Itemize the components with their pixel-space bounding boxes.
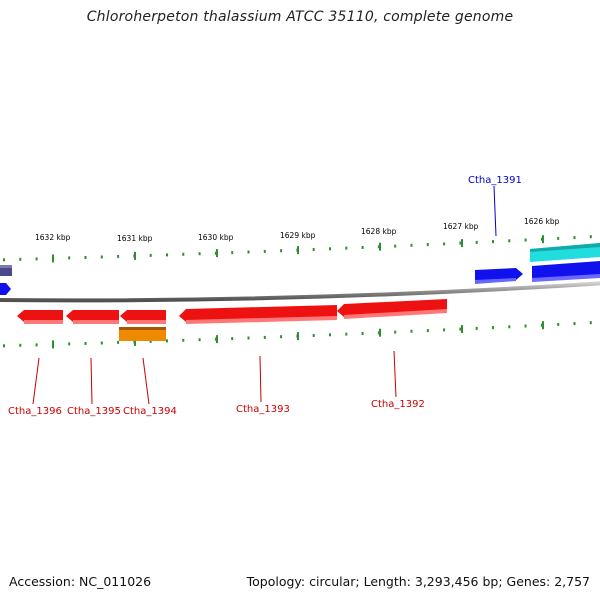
gene-labels: Ctha_1391 Ctha_1392 Ctha_1393 Ctha_1394 … xyxy=(8,175,522,417)
reverse-strand-genes xyxy=(17,299,447,341)
gene-ctha-1395[interactable] xyxy=(66,310,119,322)
connector-ctha-1391 xyxy=(493,185,497,237)
connector-ctha-1393 xyxy=(259,355,262,403)
label-ctha-1394[interactable]: Ctha_1394 xyxy=(123,406,177,417)
scale-label-1632: 1632 kbp xyxy=(35,233,71,242)
scale-label-1626: 1626 kbp xyxy=(524,217,560,226)
gene-ctha-1394[interactable] xyxy=(120,310,166,322)
gene-slate-left[interactable] xyxy=(0,265,12,276)
connector-ctha-1392 xyxy=(393,350,397,398)
gene-cyan-right-top xyxy=(530,243,600,252)
label-ctha-1391[interactable]: Ctha_1391 xyxy=(468,175,522,186)
gene-orange[interactable] xyxy=(119,327,166,341)
label-ctha-1396[interactable]: Ctha_1396 xyxy=(8,406,62,417)
genome-title: Chloroherpeton thalassium ATCC 35110, co… xyxy=(86,9,514,25)
scale-label-1628: 1628 kbp xyxy=(361,227,397,236)
genome-backbone xyxy=(0,281,600,303)
inner-tick-track xyxy=(3,321,592,349)
scale-labels: 1632 kbp 1631 kbp 1630 kbp 1629 kbp 1628… xyxy=(35,217,560,243)
gene-ctha-1394-edge xyxy=(127,320,166,324)
label-ctha-1395[interactable]: Ctha_1395 xyxy=(67,406,121,417)
gene-orange-top xyxy=(119,327,166,330)
gene-blue-right-edge xyxy=(532,274,600,282)
gene-blue-left[interactable] xyxy=(0,283,11,295)
scale-label-1627: 1627 kbp xyxy=(443,222,479,231)
connector-ctha-1396 xyxy=(32,357,40,405)
scale-label-1630: 1630 kbp xyxy=(198,233,234,242)
gene-ctha-1396[interactable] xyxy=(17,310,63,322)
accession-text: Accession: NC_011026 xyxy=(9,574,152,589)
connector-ctha-1394 xyxy=(142,357,150,405)
scale-label-1631: 1631 kbp xyxy=(117,234,153,243)
gene-ctha-1391-edge xyxy=(475,278,516,284)
gene-ctha-1395-edge xyxy=(73,320,119,324)
scale-label-1629: 1629 kbp xyxy=(280,231,316,240)
label-ctha-1393[interactable]: Ctha_1393 xyxy=(236,404,290,415)
connector-ctha-1395 xyxy=(90,357,93,405)
gene-ctha-1392-edge xyxy=(344,309,447,319)
gene-slate-left-highlight xyxy=(0,265,12,268)
label-ctha-1392[interactable]: Ctha_1392 xyxy=(371,399,425,410)
gene-ctha-1396-edge xyxy=(24,320,63,324)
forward-strand-genes xyxy=(0,243,600,295)
gene-ctha-1393-edge xyxy=(186,316,337,324)
outer-tick-track xyxy=(3,235,592,263)
label-connectors xyxy=(32,185,497,405)
genome-summary-text: Topology: circular; Length: 3,293,456 bp… xyxy=(246,574,590,589)
